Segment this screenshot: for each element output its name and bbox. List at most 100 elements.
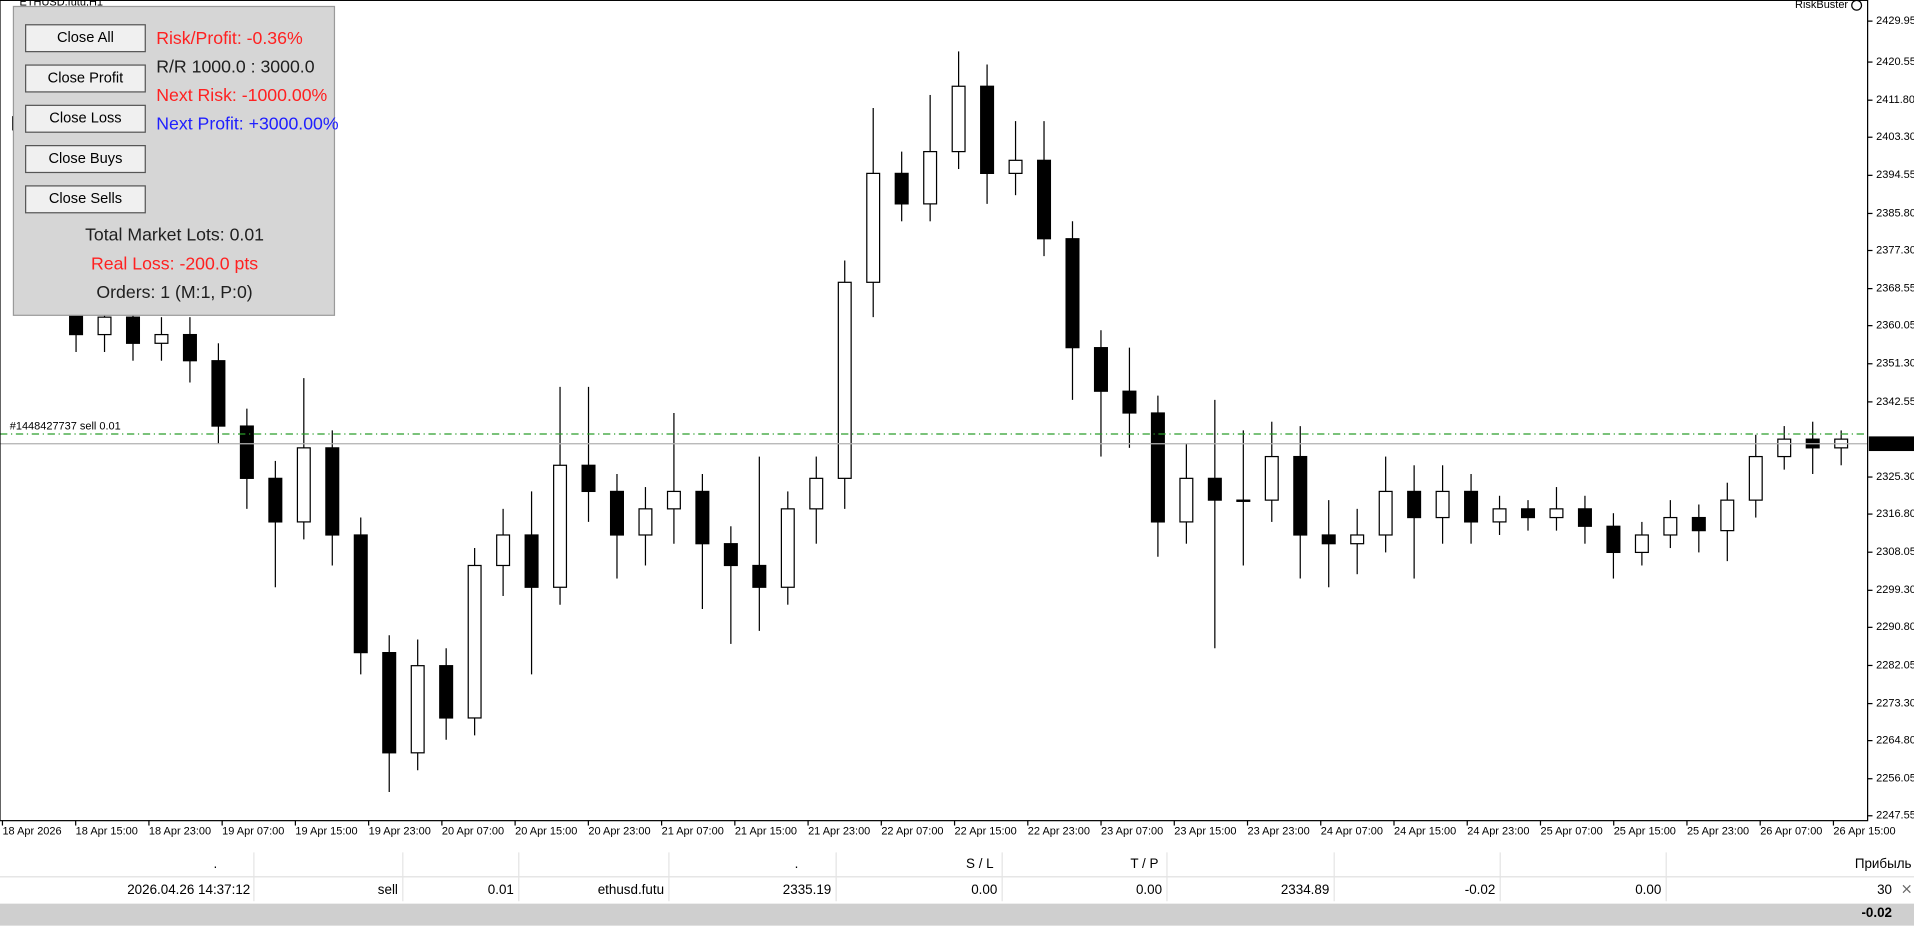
candle-body: [325, 447, 340, 536]
x-tick-label: 21 Apr 23:00: [808, 826, 870, 838]
y-tick-label: 2377.30: [1876, 244, 1914, 256]
panel-summary: Total Market Lots: 0.01: [85, 225, 264, 245]
candle-body: [182, 333, 197, 362]
candle-body: [837, 281, 852, 479]
candle-body: [980, 85, 995, 174]
y-tick-label: 2394.55: [1876, 169, 1914, 181]
total-row: [0, 903, 1914, 926]
candle-body: [1720, 499, 1735, 532]
y-tick-label: 2299.30: [1876, 584, 1914, 596]
panel-summary: Orders: 1 (M:1, P:0): [96, 282, 252, 302]
y-tick-label: 2342.55: [1876, 396, 1914, 408]
x-tick-label: 19 Apr 15:00: [295, 826, 357, 838]
bid-label: 2332.95: [1871, 438, 1911, 450]
panel-button[interactable]: Close Profit: [25, 64, 146, 93]
button-label[interactable]: Close Sells: [49, 191, 122, 207]
candle-body: [1037, 159, 1052, 240]
candle-body: [1378, 490, 1393, 536]
x-tick-label: 24 Apr 23:00: [1467, 826, 1529, 838]
panel-stat: R/R 1000.0 : 3000.0: [156, 57, 314, 77]
candle-body: [1093, 347, 1108, 392]
candle-body: [894, 172, 909, 205]
candle-body: [1577, 508, 1592, 527]
candle-body: [1350, 534, 1365, 545]
x-tick-label: 23 Apr 15:00: [1174, 826, 1236, 838]
candle-body: [1549, 508, 1564, 519]
candle-body: [1777, 438, 1792, 458]
panel-stat: Next Profit: +3000.00%: [156, 113, 339, 133]
x-tick-label: 23 Apr 07:00: [1101, 826, 1163, 838]
button-face[interactable]: [25, 185, 146, 214]
button-face[interactable]: [25, 24, 146, 53]
trade-panel: Close All Close Profit Close Loss Close Buy…: [12, 5, 339, 316]
candle-body: [1464, 490, 1479, 523]
candle-body: [410, 665, 425, 754]
candle-body: [581, 464, 596, 493]
column-header: .: [214, 856, 218, 871]
close-icon[interactable]: [1902, 884, 1911, 894]
candle-body: [780, 508, 795, 588]
panel-button[interactable]: Close All: [25, 24, 146, 53]
panel-summary: Real Loss: -200.0 pts: [91, 253, 258, 273]
y-tick-label: 2308.05: [1876, 546, 1914, 558]
column-header: .: [795, 856, 799, 871]
candle-body: [1663, 516, 1678, 536]
x-tick-label: 20 Apr 15:00: [515, 826, 577, 838]
chart: 2429.95 2420.55 2411.80 2403.30 2394.55 2385.…: [0, 15, 1914, 838]
x-tick-label: 22 Apr 23:00: [1028, 826, 1090, 838]
button-label[interactable]: Close Loss: [49, 111, 121, 127]
x-tick-label: 18 Apr 23:00: [149, 826, 211, 838]
button-face[interactable]: [25, 145, 146, 174]
y-tick-label: 2325.30: [1876, 471, 1914, 483]
panel-button[interactable]: Close Loss: [25, 104, 146, 133]
panel-stat: Risk/Profit: -0.36%: [156, 28, 303, 48]
button-label[interactable]: Close Buys: [48, 151, 122, 167]
x-tick-label: 20 Apr 23:00: [588, 826, 650, 838]
x-tick-label: 19 Apr 07:00: [222, 826, 284, 838]
candle-body: [1691, 516, 1706, 532]
column-header: S / L: [966, 856, 994, 871]
y-tick-label: 2429.95: [1876, 15, 1914, 27]
y-tick-label: 2420.55: [1876, 56, 1914, 68]
button-face[interactable]: [25, 104, 146, 133]
table-cell: 2026.04.26 14:37:12: [127, 882, 250, 897]
indicator-name: RiskBuster: [1795, 0, 1848, 11]
indicator-icon: [1851, 0, 1863, 11]
candle-body: [1748, 455, 1763, 501]
button-face[interactable]: [25, 64, 146, 93]
panel-button[interactable]: Close Buys: [25, 145, 146, 174]
button-label[interactable]: Close Profit: [48, 70, 124, 86]
bid-label-box: [1868, 436, 1914, 452]
candle-body: [211, 360, 226, 427]
y-tick-label: 2368.55: [1876, 283, 1914, 295]
y-tick-label: 2264.80: [1876, 735, 1914, 747]
table-cell: -0.02: [1465, 882, 1496, 897]
x-tick-label: 25 Apr 15:00: [1614, 826, 1676, 838]
candle-body: [951, 85, 966, 153]
x-tick-label: 19 Apr 23:00: [369, 826, 431, 838]
panel-button[interactable]: Close Sells: [25, 185, 146, 214]
candle-body: [524, 534, 539, 588]
candle-body: [268, 477, 283, 523]
candle-body: [154, 333, 169, 344]
button-label[interactable]: Close All: [57, 30, 114, 46]
candle-body: [752, 564, 767, 588]
candle-body: [125, 316, 141, 344]
candle-body: [553, 464, 568, 588]
candle-body: [1264, 455, 1279, 501]
x-tick-label: 25 Apr 23:00: [1687, 826, 1749, 838]
candle-body: [666, 490, 681, 510]
x-tick-label: 20 Apr 07:00: [442, 826, 504, 838]
candle-body: [496, 534, 511, 567]
candle-body: [439, 665, 454, 719]
table-cell: 2335.19: [783, 882, 831, 897]
table-cell: ethusd.futu: [598, 882, 664, 897]
total-profit: -0.02: [1861, 905, 1892, 920]
x-tick-label: 18 Apr 2026: [2, 826, 61, 838]
chart-title: ETHUSD.futu,H1: [20, 0, 104, 9]
candle-body: [638, 508, 653, 536]
candle-body: [1207, 477, 1222, 501]
candle-body: [1236, 499, 1251, 502]
y-tick-label: 2273.30: [1876, 697, 1914, 709]
